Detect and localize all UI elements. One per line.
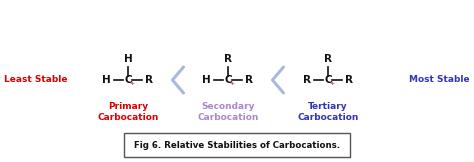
Text: +: + <box>229 81 234 86</box>
Text: H: H <box>124 54 132 64</box>
Text: R: R <box>145 75 153 85</box>
Text: H: H <box>102 75 111 85</box>
Text: R: R <box>303 75 311 85</box>
Text: R: R <box>324 54 332 64</box>
Text: Secondary
Carbocation: Secondary Carbocation <box>197 102 259 122</box>
Text: C: C <box>224 75 232 85</box>
Text: R: R <box>224 54 232 64</box>
Text: R: R <box>345 75 353 85</box>
FancyBboxPatch shape <box>124 133 350 157</box>
Text: Fig 6. Relative Stabilities of Carbocations.: Fig 6. Relative Stabilities of Carbocati… <box>134 140 340 150</box>
Text: Least Stable: Least Stable <box>4 75 67 85</box>
Text: +: + <box>329 81 334 86</box>
Text: C: C <box>324 75 332 85</box>
Text: +: + <box>129 81 134 86</box>
Text: H: H <box>202 75 211 85</box>
Text: R: R <box>245 75 253 85</box>
Text: Tertiary
Carbocation: Tertiary Carbocation <box>297 102 359 122</box>
Text: Most Stable: Most Stable <box>410 75 470 85</box>
Text: C: C <box>124 75 132 85</box>
Text: Primary
Carbocation: Primary Carbocation <box>97 102 159 122</box>
